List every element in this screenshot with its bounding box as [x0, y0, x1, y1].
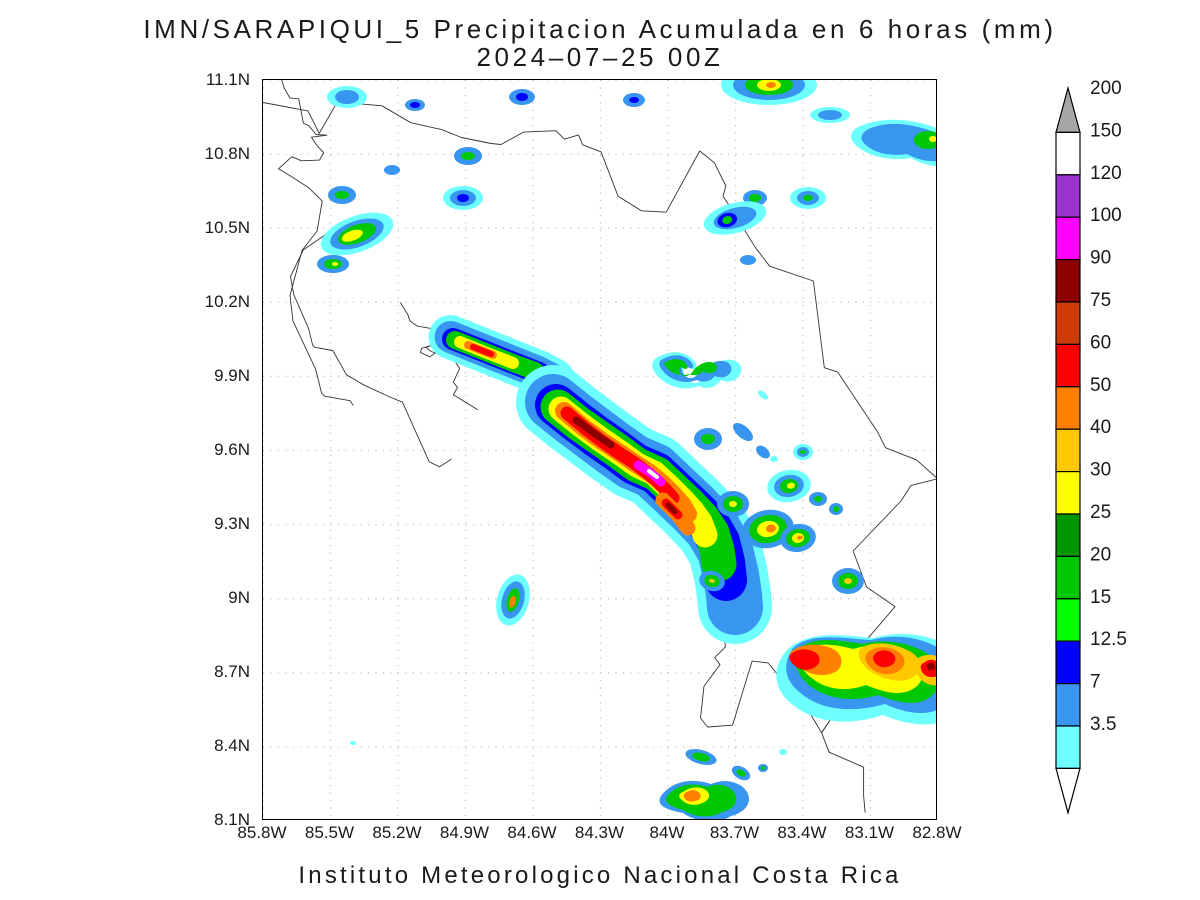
svg-text:12.5: 12.5 [1090, 629, 1127, 650]
svg-text:30: 30 [1090, 460, 1111, 481]
svg-text:60: 60 [1090, 332, 1111, 353]
svg-text:75: 75 [1090, 290, 1111, 311]
svg-text:7: 7 [1090, 672, 1101, 693]
svg-text:50: 50 [1090, 375, 1111, 396]
svg-text:25: 25 [1090, 502, 1111, 523]
svg-text:120: 120 [1090, 163, 1122, 184]
svg-text:3.5: 3.5 [1090, 714, 1116, 735]
svg-text:20: 20 [1090, 544, 1111, 565]
svg-text:100: 100 [1090, 205, 1122, 226]
svg-text:15: 15 [1090, 587, 1111, 608]
svg-text:200: 200 [1090, 78, 1122, 99]
svg-text:150: 150 [1090, 120, 1122, 141]
svg-text:40: 40 [1090, 417, 1111, 438]
svg-text:90: 90 [1090, 248, 1111, 269]
